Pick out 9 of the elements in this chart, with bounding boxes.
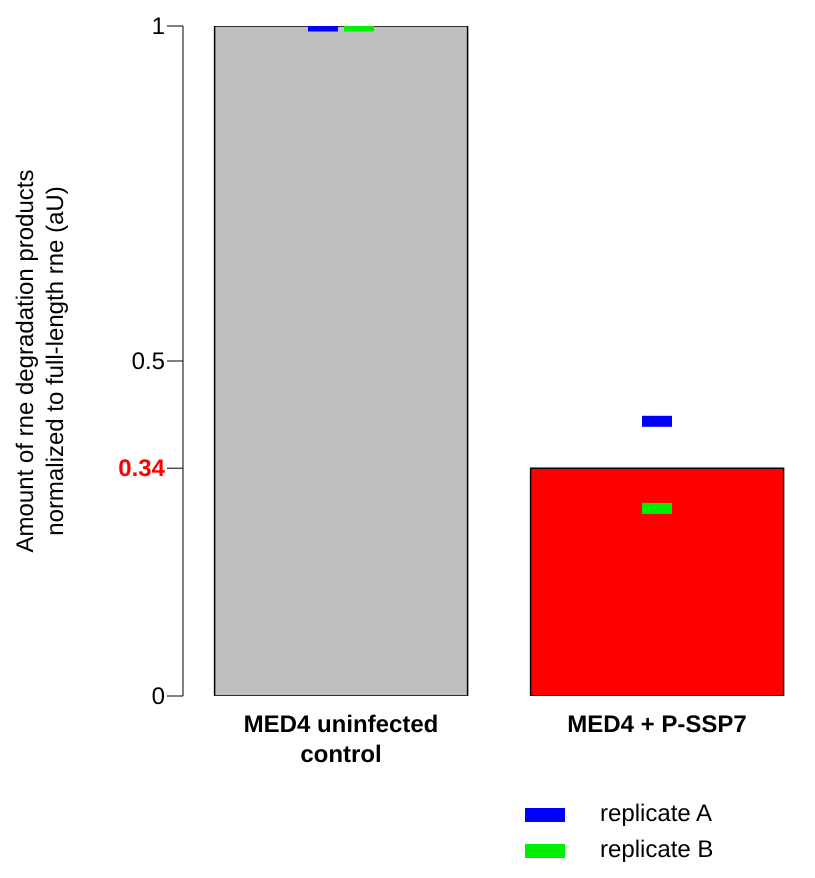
y-tick-label: 0.34 <box>118 455 166 482</box>
x-tick-label: MED4 + P-SSP7 <box>567 711 747 738</box>
y-tick-label: 1 <box>152 13 165 40</box>
x-tick-label: MED4 uninfected control <box>244 711 438 768</box>
legend-label: replicate B <box>600 836 714 864</box>
y-tick-label: 0 <box>152 683 165 710</box>
legend-label: replicate A <box>600 800 712 828</box>
y-tick-label: 0.5 <box>132 348 165 375</box>
y-axis-title: Amount of rne degradation products normalized to full-length rne (aU) <box>12 170 69 552</box>
